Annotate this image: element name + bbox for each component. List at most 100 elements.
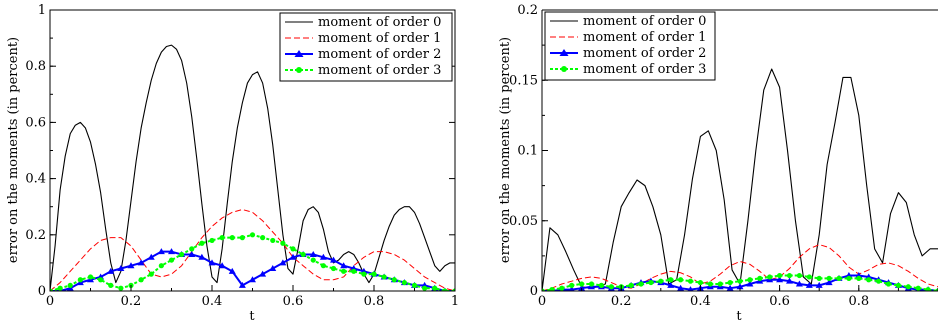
left-series-order-3-point bbox=[229, 235, 235, 241]
left-series-order-3-point bbox=[249, 232, 256, 238]
left-series-order-3-point bbox=[432, 285, 438, 291]
left-series-order-3-point bbox=[300, 251, 306, 258]
left-series-order-2-point bbox=[198, 253, 206, 260]
left-y-tick-label: 0.2 bbox=[25, 228, 46, 243]
left-series-order-2-point bbox=[340, 262, 348, 269]
right-series-order-2-point bbox=[726, 284, 734, 291]
chart-right: 0 0.2 0.4 0.6 0.8 0 0.05 0.1 0.15 0.2 t error on … bbox=[498, 3, 938, 324]
left-series-order-3-point bbox=[290, 246, 296, 252]
left-series-order-3-point bbox=[401, 279, 407, 286]
left-series-order-3-point bbox=[411, 282, 418, 288]
left-series-order-2-point bbox=[309, 250, 317, 257]
right-y-tick-label: 0.2 bbox=[517, 3, 538, 18]
right-series-order-3-point bbox=[678, 277, 684, 283]
left-series-order-2-point bbox=[157, 248, 165, 255]
left-series-order-3-point bbox=[67, 282, 73, 288]
right-series-order-3-point bbox=[542, 288, 545, 291]
left-series-order-2-point bbox=[168, 248, 175, 255]
left-series-order-3-point bbox=[77, 277, 83, 283]
left-legend-label-order-2: moment of order 2 bbox=[318, 47, 441, 62]
right-series-order-3-point bbox=[559, 285, 565, 291]
right-series-order-3-point bbox=[786, 272, 793, 279]
right-series-order-2-point bbox=[736, 283, 744, 290]
left-series-order-2-point bbox=[289, 253, 297, 260]
left-series-order-3-point bbox=[189, 246, 195, 252]
left-series-order-3-point bbox=[138, 277, 144, 283]
right-y-tick-label: 0 bbox=[530, 284, 538, 299]
right-series-order-0-line bbox=[542, 68, 938, 291]
right-ticks: 0 0.2 0.4 0.6 0.8 0 0.05 0.1 0.15 0.2 bbox=[509, 3, 938, 309]
left-series-order-3-point bbox=[168, 257, 175, 263]
left-series-order-3-point bbox=[179, 251, 185, 258]
left-series-order-3-point bbox=[381, 274, 387, 280]
left-series-order-3-point bbox=[442, 288, 448, 291]
right-series-order-3-point bbox=[717, 281, 723, 287]
right-series-order-3-point bbox=[579, 281, 585, 287]
left-x-tick-label: 0.6 bbox=[283, 294, 304, 309]
right-series-order-3-point bbox=[856, 275, 862, 281]
right-series-order-3-point bbox=[638, 281, 644, 287]
left-y-tick-label: 1 bbox=[38, 3, 46, 18]
left-series-order-2-point bbox=[137, 259, 145, 266]
left-x-tick-label: 0 bbox=[46, 294, 54, 309]
left-series-order-2-point bbox=[228, 267, 236, 274]
left-series-order-3-point bbox=[452, 288, 455, 291]
left-x-axis-title: t bbox=[249, 309, 255, 324]
right-x-tick-label: 0.6 bbox=[769, 294, 790, 309]
right-y-tick-label: 0.1 bbox=[517, 144, 538, 159]
right-series-order-3-point bbox=[569, 282, 575, 288]
left-series-order-2-point bbox=[188, 250, 196, 257]
right-series-order-2-point bbox=[568, 286, 575, 291]
right-legend-box bbox=[544, 11, 716, 81]
left-series-order-3-point bbox=[330, 265, 337, 272]
left-series-order-2-point bbox=[279, 259, 287, 266]
left-series-order-3-point bbox=[57, 285, 63, 291]
left-legend-label-order-0: moment of order 0 bbox=[318, 15, 441, 30]
left-series-order-2-point bbox=[238, 281, 246, 288]
right-series-order-2-point bbox=[667, 281, 675, 288]
left-series-order-3-point bbox=[118, 285, 124, 291]
right-series-order-3-point bbox=[757, 275, 763, 281]
left-series-order-2-point bbox=[330, 256, 337, 263]
right-series-layer bbox=[542, 68, 938, 291]
left-legend-label-order-1: moment of order 1 bbox=[318, 31, 441, 46]
left-legend-label-order-3: moment of order 3 bbox=[318, 63, 441, 78]
right-series-order-3-point bbox=[767, 274, 773, 280]
right-legend: moment of order 0 moment of order 1 mome… bbox=[544, 11, 716, 81]
right-series-order-2-point bbox=[825, 279, 833, 286]
right-series-order-2-point bbox=[776, 276, 784, 283]
left-series-order-3-point bbox=[158, 263, 164, 269]
left-series-order-3-point bbox=[50, 288, 53, 291]
left-legend-marker-order-3 bbox=[296, 67, 302, 73]
right-series-order-2-point bbox=[805, 281, 813, 288]
right-series-order-3-point bbox=[895, 282, 902, 288]
right-series-order-2-point bbox=[677, 284, 685, 291]
right-y-axis-title: error on the moments (in percent) bbox=[498, 37, 513, 263]
left-y-tick-label: 0.8 bbox=[25, 59, 46, 74]
left-series-order-2-point bbox=[127, 262, 135, 269]
left-series-order-3-point bbox=[320, 263, 326, 269]
left-legend-marker-order-2 bbox=[294, 50, 304, 57]
right-series-order-3-point bbox=[697, 279, 704, 286]
right-series-order-2-point bbox=[795, 280, 803, 287]
left-y-tick-label: 0.6 bbox=[25, 115, 46, 130]
right-series-order-3-point bbox=[915, 285, 921, 291]
right-series-order-2-point bbox=[746, 280, 754, 287]
right-series-order-3-point bbox=[905, 284, 911, 290]
right-y-tick-label: 0.05 bbox=[509, 214, 538, 229]
right-series-order-3-point bbox=[777, 272, 783, 279]
left-series-order-3-point bbox=[422, 285, 428, 291]
left-series-order-3-point bbox=[87, 274, 94, 280]
right-legend-marker-order-3 bbox=[561, 66, 567, 72]
right-y-tick-label: 0.15 bbox=[509, 73, 538, 88]
right-series-order-3-point bbox=[668, 277, 674, 283]
right-series-order-3-point bbox=[935, 288, 938, 291]
right-series-order-3-point bbox=[608, 284, 614, 290]
right-series-order-3-point bbox=[588, 281, 595, 287]
right-x-tick-label: 0.4 bbox=[690, 294, 711, 309]
left-series-order-2-point bbox=[107, 267, 115, 274]
right-series-order-3-point bbox=[727, 279, 733, 286]
left-series-order-3-point bbox=[270, 237, 276, 244]
left-series-order-3-point bbox=[391, 277, 397, 283]
